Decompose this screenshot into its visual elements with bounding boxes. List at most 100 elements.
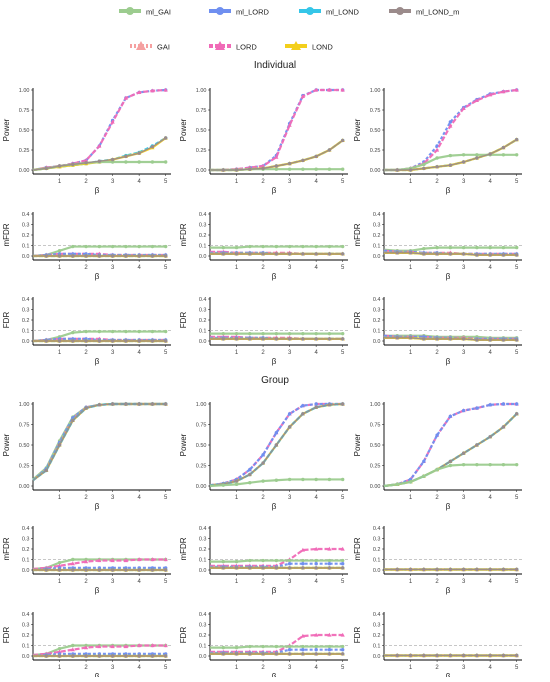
- data-point: [488, 152, 492, 156]
- y-tick-label: 0.3: [22, 308, 30, 314]
- x-tick-label: 5: [515, 350, 519, 356]
- data-point: [488, 245, 492, 250]
- data-point: [44, 254, 48, 258]
- data-point: [327, 87, 332, 92]
- x-tick-label: 3: [111, 179, 115, 185]
- y-tick-label: 0.1: [373, 244, 381, 250]
- data-point: [260, 163, 266, 168]
- x-axis-label: β: [272, 272, 277, 281]
- data-point: [514, 412, 519, 416]
- data-point: [314, 405, 318, 409]
- y-tick-label: 0.2: [373, 233, 381, 239]
- data-point: [248, 467, 252, 472]
- data-point: [137, 329, 141, 334]
- series-ml-lond-m: [210, 138, 345, 172]
- data-point: [44, 166, 48, 171]
- data-point: [84, 161, 88, 165]
- data-point: [435, 252, 439, 256]
- legend-item-gai: GAI: [130, 41, 170, 52]
- x-axis-label: β: [95, 502, 100, 511]
- series-lord: [384, 87, 519, 172]
- data-point: [163, 557, 168, 562]
- x-axis-label: β: [95, 272, 100, 281]
- x-tick-label: 1: [235, 179, 239, 185]
- data-point: [261, 652, 265, 656]
- data-point: [475, 253, 479, 257]
- data-point: [287, 167, 292, 171]
- data-point: [97, 159, 102, 163]
- data-point: [301, 566, 305, 570]
- data-point: [474, 98, 479, 102]
- data-point: [287, 477, 292, 482]
- data-point: [340, 546, 345, 551]
- data-point: [124, 329, 128, 334]
- data-point: [274, 644, 279, 649]
- series-line: [210, 547, 343, 567]
- y-tick-label: 0.3: [22, 623, 30, 629]
- panel-r6-c1: FDR 0.0 0.1 0.2 0.3 0.4 1 2 3 4 5 β: [2, 612, 171, 681]
- legend-item-lond: LOND: [285, 41, 333, 52]
- x-tick-label: 2: [435, 665, 439, 671]
- data-point: [340, 644, 345, 649]
- data-point: [301, 648, 305, 652]
- data-point: [234, 245, 239, 250]
- y-tick-label: 0.0: [22, 654, 30, 660]
- data-point: [501, 402, 506, 406]
- data-point: [514, 253, 519, 257]
- data-point: [261, 453, 265, 457]
- data-point: [124, 654, 128, 658]
- data-point: [461, 106, 466, 110]
- data-point: [97, 644, 102, 649]
- data-point: [422, 653, 426, 658]
- panel-r3-c3: FDR 0.0 0.1 0.2 0.3 0.4 1 2 3 4 5 β: [353, 297, 522, 366]
- data-point: [327, 477, 332, 482]
- data-point: [274, 478, 279, 482]
- x-tick-label: 5: [341, 350, 345, 356]
- data-point: [488, 435, 492, 439]
- y-tick-label: 0.4: [199, 526, 207, 532]
- series-ml-lord: [32, 402, 168, 482]
- x-tick-label: 1: [235, 350, 239, 356]
- x-tick-label: 1: [409, 665, 413, 671]
- y-axis-label: FDR: [179, 312, 188, 329]
- series-line: [32, 402, 166, 481]
- x-tick-label: 2: [261, 350, 265, 356]
- data-point: [137, 339, 141, 343]
- x-tick-label: 1: [409, 179, 413, 185]
- data-point: [327, 632, 332, 637]
- data-point: [274, 164, 279, 168]
- data-point: [287, 558, 292, 563]
- data-point: [408, 477, 413, 482]
- x-tick-label: 2: [435, 265, 439, 271]
- y-tick-label: 1.00: [370, 88, 381, 94]
- y-axis-label: FDR: [2, 627, 11, 644]
- data-point: [274, 154, 279, 159]
- data-point: [461, 451, 466, 455]
- legend-swatch-circle: [126, 7, 134, 15]
- data-point: [461, 653, 466, 658]
- data-point: [57, 164, 62, 168]
- series-line: [384, 88, 517, 172]
- data-point: [314, 252, 318, 256]
- data-point: [150, 643, 155, 648]
- data-point: [71, 162, 75, 167]
- series-ml-lond: [383, 412, 519, 488]
- series-line: [384, 88, 517, 172]
- x-tick-label: 3: [111, 495, 115, 501]
- data-point: [110, 568, 115, 572]
- y-tick-label: 1.00: [370, 402, 381, 408]
- x-axis-label: β: [272, 357, 277, 366]
- data-point: [124, 154, 128, 159]
- y-tick-label: 0.3: [199, 537, 207, 543]
- data-point: [261, 461, 265, 465]
- data-point: [408, 567, 413, 572]
- data-point: [501, 567, 506, 572]
- data-point: [340, 167, 345, 171]
- legend-swatch-circle: [306, 7, 314, 15]
- series-ml-lond: [32, 402, 168, 482]
- data-point: [71, 330, 75, 335]
- x-tick-label: 4: [488, 350, 492, 356]
- x-tick-label: 2: [435, 179, 439, 185]
- series-ml-lond-m: [384, 567, 519, 572]
